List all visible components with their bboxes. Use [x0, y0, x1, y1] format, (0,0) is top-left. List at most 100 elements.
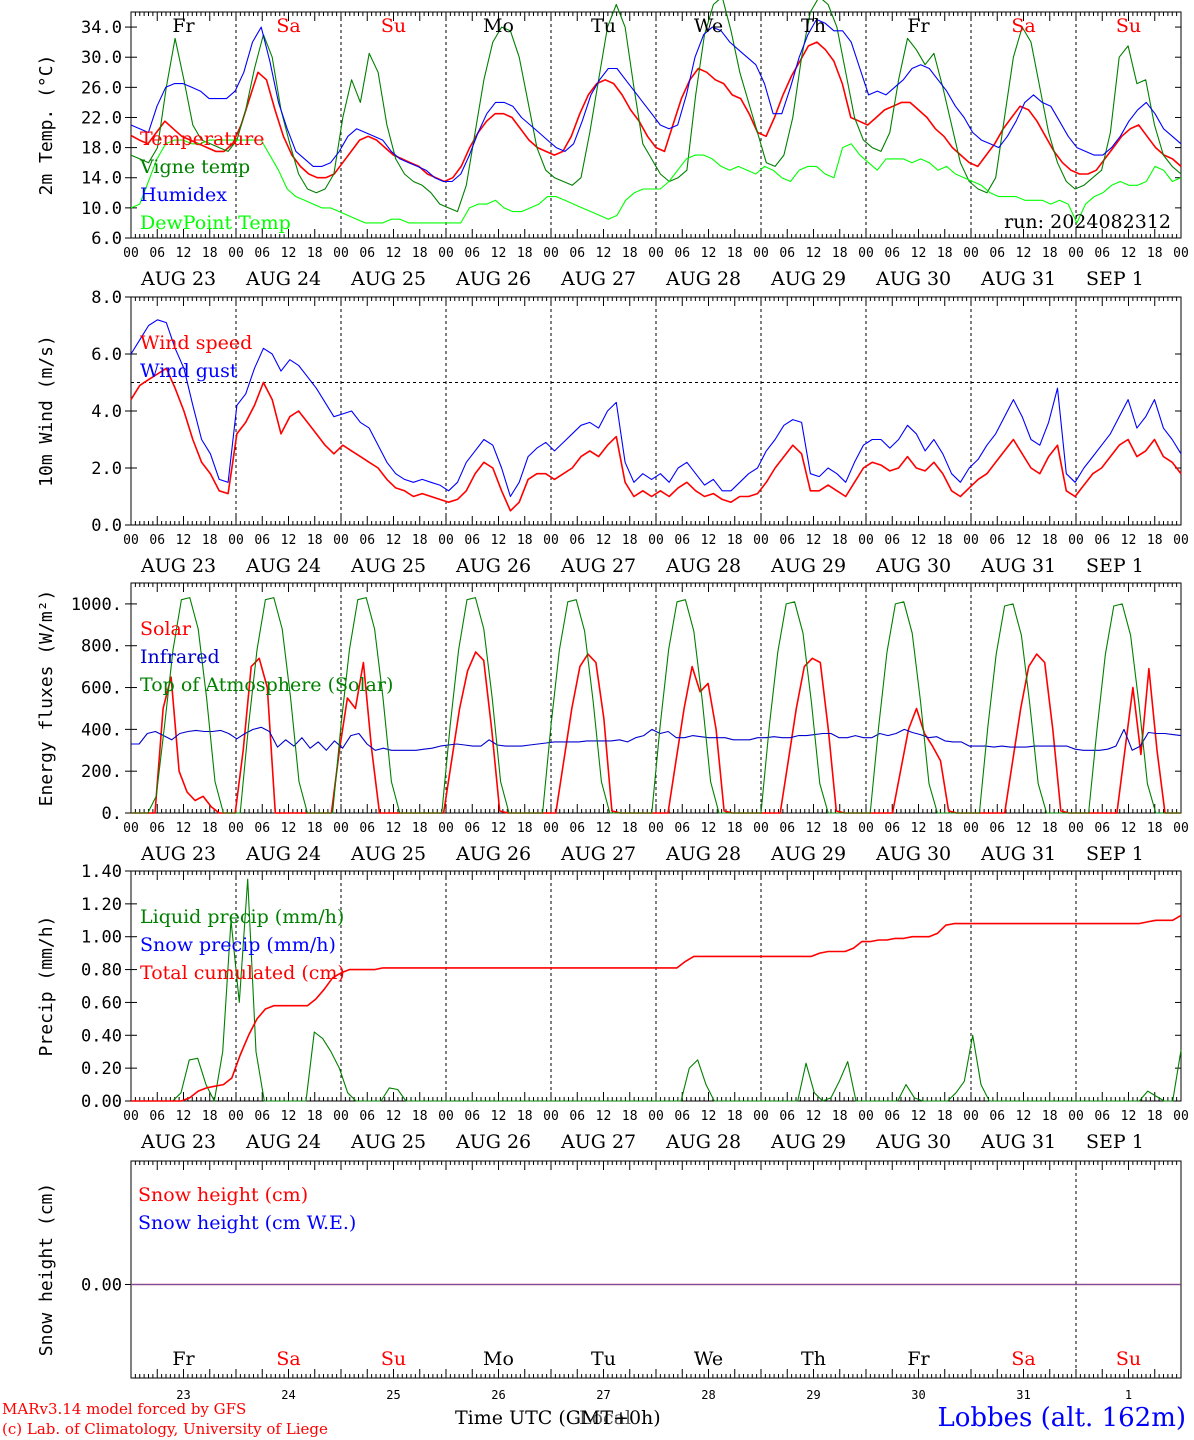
- hour-tick-label: 12: [911, 246, 927, 261]
- hour-tick-label: 18: [412, 246, 428, 261]
- hour-tick-label: 00: [1068, 533, 1084, 548]
- hour-tick-label: 00: [123, 246, 139, 261]
- hour-tick-label: 00: [543, 246, 559, 261]
- hour-tick-label: 00: [858, 821, 874, 836]
- y-tick-label: 22.0: [81, 108, 122, 128]
- series-line-3: [131, 597, 1181, 814]
- weekday-label: We: [694, 15, 723, 37]
- hour-tick-label: 06: [254, 246, 270, 261]
- date-label: AUG 31: [980, 555, 1056, 577]
- hour-tick-label: 00: [1068, 246, 1084, 261]
- hour-tick-label: 12: [386, 533, 402, 548]
- hour-tick-label: 06: [1094, 1109, 1110, 1124]
- hour-tick-label: 06: [989, 533, 1005, 548]
- time-axis-caption: Time UTC (GMT+0h) Local: [455, 1407, 661, 1429]
- hour-tick-label: 06: [779, 533, 795, 548]
- hour-tick-label: 18: [937, 1109, 953, 1124]
- hour-tick-label: 12: [176, 1109, 192, 1124]
- y-axis-label: 10m Wind (m/s): [36, 335, 57, 487]
- y-tick-label: 0.40: [81, 1026, 122, 1046]
- hour-tick-label: 00: [438, 821, 454, 836]
- run-annotation: run: 2024082312: [1004, 211, 1171, 233]
- hour-tick-label: 12: [491, 246, 507, 261]
- hour-tick-label: 18: [622, 246, 638, 261]
- hour-tick-label: 18: [622, 533, 638, 548]
- date-label: AUG 30: [875, 268, 951, 290]
- date-label: AUG 23: [140, 555, 216, 577]
- hour-tick-label: 12: [176, 821, 192, 836]
- hour-tick-label: 18: [1147, 1109, 1163, 1124]
- hour-tick-label: 00: [1173, 246, 1189, 261]
- panel-4: [125, 870, 1182, 1102]
- hour-tick-label: 00: [333, 533, 349, 548]
- hour-tick-label: 00: [648, 533, 664, 548]
- weekday-label: Sa: [276, 15, 300, 37]
- y-tick-label: 1000.: [71, 595, 122, 615]
- hour-tick-label: 00: [963, 1109, 979, 1124]
- day-number-label: 25: [386, 1388, 400, 1402]
- hour-tick-label: 18: [202, 533, 218, 548]
- panel-5: [125, 1160, 1182, 1379]
- hour-tick-label: 18: [202, 1109, 218, 1124]
- day-number-label: 24: [281, 1388, 295, 1402]
- hour-tick-label: 06: [989, 246, 1005, 261]
- hour-tick-label: 06: [884, 1109, 900, 1124]
- y-tick-label: 30.0: [81, 48, 122, 68]
- date-label: SEP 1: [1086, 843, 1144, 865]
- day-number-label: 26: [491, 1388, 505, 1402]
- hour-tick-label: 06: [254, 1109, 270, 1124]
- date-label: AUG 29: [770, 1131, 846, 1153]
- hour-tick-label: 06: [884, 821, 900, 836]
- day-number-label: 1: [1125, 1388, 1132, 1402]
- hour-tick-label: 00: [438, 1109, 454, 1124]
- hour-tick-label: 18: [517, 821, 533, 836]
- y-tick-label: 0.80: [81, 961, 122, 981]
- weekday-label: Tu: [591, 1348, 616, 1370]
- hour-tick-label: 06: [674, 246, 690, 261]
- weekday-label: Th: [801, 1348, 826, 1370]
- hour-tick-label: 12: [806, 1109, 822, 1124]
- legend-entry: Liquid precip (mm/h): [140, 906, 344, 928]
- hour-tick-label: 12: [806, 533, 822, 548]
- weekday-label: Fr: [907, 1348, 930, 1370]
- y-axis-label: 2m Temp. (°C): [36, 55, 57, 196]
- hour-tick-label: 06: [884, 246, 900, 261]
- weekday-label: Th: [801, 15, 826, 37]
- date-label: AUG 24: [245, 555, 321, 577]
- hour-tick-label: 12: [1121, 821, 1137, 836]
- y-tick-label: 1.40: [81, 862, 122, 882]
- hour-tick-label: 18: [202, 246, 218, 261]
- y-tick-label: 6.0: [91, 345, 122, 365]
- hour-tick-label: 06: [569, 1109, 585, 1124]
- legend-entry: Wind gust: [140, 360, 238, 382]
- hour-tick-label: 06: [149, 533, 165, 548]
- hour-tick-label: 06: [674, 1109, 690, 1124]
- legend-entry: Infrared: [140, 646, 220, 668]
- hour-tick-label: 12: [176, 246, 192, 261]
- weekday-label: Fr: [172, 1348, 195, 1370]
- y-tick-label: 8.0: [91, 288, 122, 308]
- time-axis-utc: Time UTC (GMT+0h): [455, 1407, 661, 1429]
- legend-entry: Snow precip (mm/h): [140, 934, 336, 956]
- weekday-label: Sa: [1011, 15, 1035, 37]
- hour-tick-label: 18: [832, 246, 848, 261]
- series-line-2: [130, 319, 1182, 498]
- date-label: AUG 28: [665, 1131, 741, 1153]
- date-label: AUG 28: [665, 555, 741, 577]
- hour-tick-label: 00: [963, 533, 979, 548]
- hour-tick-label: 18: [1042, 246, 1058, 261]
- hour-tick-label: 00: [1173, 533, 1189, 548]
- y-tick-label: 200.: [81, 762, 122, 782]
- hour-tick-label: 00: [123, 1109, 139, 1124]
- date-label: AUG 27: [560, 843, 636, 865]
- hour-tick-label: 12: [806, 821, 822, 836]
- hour-tick-label: 06: [779, 821, 795, 836]
- date-label: AUG 26: [455, 1131, 531, 1153]
- hour-tick-label: 06: [359, 533, 375, 548]
- x-tick-marks: [130, 1161, 1182, 1378]
- hour-tick-label: 00: [858, 1109, 874, 1124]
- hour-tick-label: 00: [648, 246, 664, 261]
- y-tick-label: 0.20: [81, 1059, 122, 1079]
- hour-tick-label: 06: [149, 246, 165, 261]
- hour-tick-label: 00: [333, 1109, 349, 1124]
